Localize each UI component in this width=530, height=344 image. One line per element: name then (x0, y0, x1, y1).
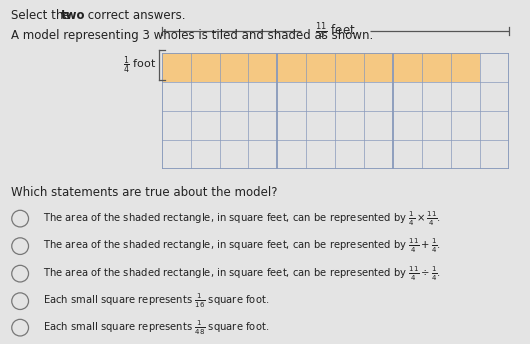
Text: $\frac{11}{4}$ feet: $\frac{11}{4}$ feet (315, 20, 356, 42)
Text: A model representing 3 wholes is tiled and shaded as shown.: A model representing 3 wholes is tiled a… (11, 29, 373, 42)
Text: The area of the shaded rectangle, in square feet, can be represented by $\frac{1: The area of the shaded rectangle, in squ… (43, 264, 441, 283)
Text: The area of the shaded rectangle, in square feet, can be represented by $\frac{1: The area of the shaded rectangle, in squ… (43, 237, 441, 255)
Text: correct answers.: correct answers. (84, 9, 186, 22)
Text: two: two (61, 9, 85, 22)
Text: Which statements are true about the model?: Which statements are true about the mode… (11, 186, 277, 199)
Text: $\frac{1}{4}$ foot: $\frac{1}{4}$ foot (123, 54, 156, 76)
Text: Each small square represents $\frac{1}{16}$ square foot.: Each small square represents $\frac{1}{1… (43, 292, 270, 310)
Text: The area of the shaded rectangle, in square feet, can be represented by $\frac{1: The area of the shaded rectangle, in squ… (43, 209, 441, 228)
Text: Select the: Select the (11, 9, 74, 22)
Bar (162, 53, 480, 82)
Text: Each small square represents $\frac{1}{48}$ square foot.: Each small square represents $\frac{1}{4… (43, 318, 270, 337)
